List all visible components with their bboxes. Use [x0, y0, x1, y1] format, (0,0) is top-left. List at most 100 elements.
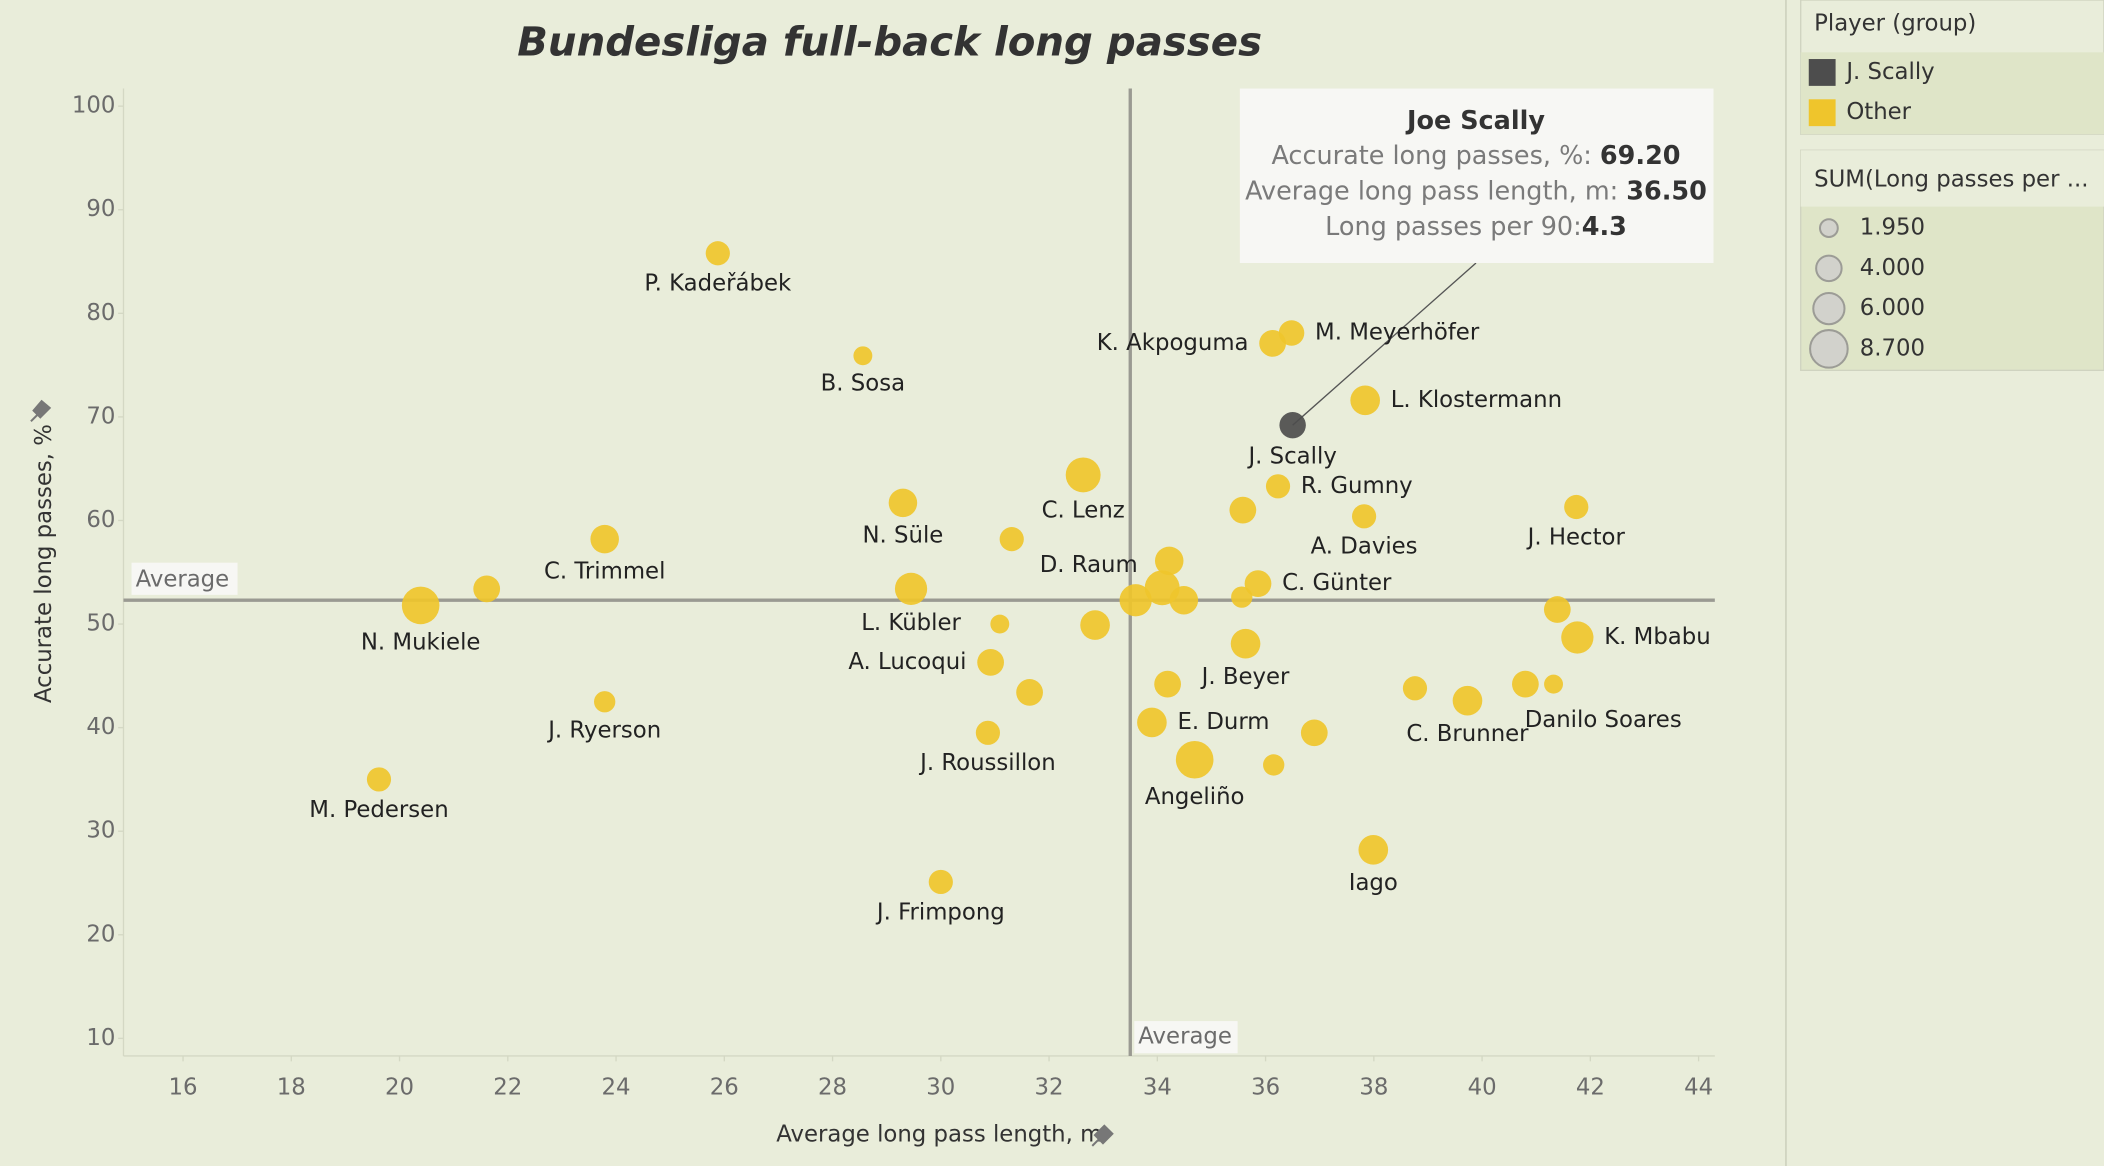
scatter-point: [1544, 674, 1563, 694]
scatter-point: [1300, 719, 1328, 747]
y-tick-label: 70: [86, 403, 115, 429]
scatter-point: [1561, 621, 1594, 654]
y-axis-title: Accurate long passes, %: [31, 424, 57, 703]
scatter-point: [1402, 676, 1428, 701]
point-label: A. Lucoqui: [848, 649, 966, 675]
plot-area: 16 18 20 22 24 26 28 30 32 34 36 38 40 42 44 10 20 30 40 50…: [72, 88, 1715, 1101]
scatter-point: [1137, 707, 1167, 738]
scatter-point: [1263, 754, 1285, 776]
tooltip-row-label: Accurate long passes, %:: [1271, 141, 1591, 171]
scatter-point: [1154, 546, 1184, 576]
scatter-point: [1259, 329, 1286, 357]
point-label: J. Scally: [1246, 444, 1336, 470]
x-tick-label: 18: [277, 1075, 306, 1101]
y-tick-label: 60: [86, 507, 115, 533]
x-tick-label: 24: [602, 1075, 631, 1101]
size-legend-title: SUM(Long passes per ...: [1814, 166, 2088, 192]
x-tick-label: 40: [1468, 1075, 1497, 1101]
scatter-point: [1358, 835, 1389, 865]
scatter-point: [473, 575, 501, 603]
point-label: Danilo Soares: [1525, 707, 1682, 733]
scatter-point: [1278, 320, 1305, 346]
size-legend-circle: [1812, 291, 1846, 326]
size-legend-head: [1800, 150, 2104, 207]
x-tick-label: 30: [926, 1075, 955, 1101]
point-label: C. Trimmel: [544, 559, 665, 585]
y-tick-label: 10: [86, 1025, 115, 1051]
legend-title: Player (group): [1814, 11, 1976, 37]
point-label: A. Davies: [1311, 534, 1418, 560]
tooltip-row: Long passes per 90:4.3: [1325, 212, 1627, 242]
reference-label-bg: [1134, 1021, 1238, 1054]
x-tick-label: 28: [818, 1075, 847, 1101]
point-label: K. Mbabu: [1604, 624, 1710, 650]
scatter-point: [366, 767, 392, 792]
scatter-point: [1169, 585, 1199, 615]
scatter-point: [1279, 411, 1306, 439]
scatter-point: [1229, 496, 1257, 524]
reference-label-bg: [131, 562, 238, 595]
x-tick-label: 36: [1251, 1075, 1280, 1101]
scatter-point: [990, 614, 1010, 634]
scatter-point: [1543, 596, 1571, 623]
point-label: L. Klostermann: [1391, 387, 1562, 413]
scatter-point: [1564, 494, 1589, 520]
x-tick-label: 26: [710, 1075, 739, 1101]
tooltip-row-value: 69.20: [1600, 141, 1681, 171]
scatter-point: [975, 720, 1000, 745]
scatter-point: [1119, 584, 1152, 617]
scatter-point: [1244, 570, 1272, 598]
legend: Player (group) SUM(Long passes per ... J…: [1800, 0, 2104, 371]
scatter-point: [705, 241, 730, 266]
point-label: B. Sosa: [821, 371, 905, 397]
size-legend-label: 4.000: [1860, 255, 1925, 281]
x-axis-title: Average long pass length, m: [776, 1122, 1102, 1148]
point-label: L. Kübler: [861, 610, 961, 636]
legend-swatch: [1808, 99, 1836, 127]
point-label: J. Beyer: [1200, 664, 1290, 690]
tooltip-row-label: Average long pass length, m:: [1245, 177, 1618, 207]
scatter-point: [1231, 586, 1253, 608]
y-tick-label: 80: [86, 300, 115, 326]
scatter-point: [1154, 670, 1181, 698]
tooltip-box: [1239, 88, 1714, 263]
x-tick-label: 42: [1576, 1075, 1605, 1101]
tooltip-row: Accurate long passes, %: 69.20: [1271, 141, 1680, 171]
size-legend-circle: [1818, 218, 1839, 239]
scatter-point: [853, 346, 873, 366]
y-tick-label: 20: [86, 921, 115, 947]
scatter-point: [401, 586, 440, 625]
point-label: J. Roussillon: [918, 750, 1056, 776]
legend-body: [1800, 52, 2104, 135]
tooltip-row-value: 36.50: [1626, 177, 1707, 207]
size-legend-circle: [1815, 254, 1843, 283]
legend-label: Other: [1846, 99, 1911, 125]
scatter-point: [1080, 610, 1110, 640]
y-tick-label: 100: [72, 93, 116, 119]
tooltip-title: Joe Scally: [1405, 106, 1545, 136]
point-label: C. Lenz: [1042, 498, 1125, 524]
scatter-point: [1512, 670, 1539, 698]
point-label: J. Frimpong: [875, 899, 1005, 925]
reference-label: Average: [1138, 1024, 1232, 1050]
size-legend-circle: [1809, 329, 1849, 369]
y-tick-label: 30: [86, 818, 115, 844]
pin-icon: [30, 399, 52, 423]
scatter-point: [894, 572, 928, 605]
point-label: E. Durm: [1177, 709, 1269, 735]
point-label: Angeliño: [1145, 784, 1245, 810]
legend-label: J. Scally: [1844, 59, 1934, 85]
tooltip-row-label: Long passes per 90:: [1325, 212, 1582, 242]
x-tick-label: 44: [1684, 1075, 1713, 1101]
reference-label: Average: [136, 567, 230, 593]
size-legend-label: 6.000: [1860, 295, 1925, 321]
legend-swatch: [1808, 59, 1836, 86]
size-legend-label: 1.950: [1860, 215, 1925, 241]
scatter-point: [999, 527, 1024, 552]
tooltip-connector: [1292, 262, 1477, 426]
x-tick-label: 20: [385, 1075, 414, 1101]
y-tick-label: 40: [86, 714, 115, 740]
point-label: C. Günter: [1282, 570, 1392, 596]
